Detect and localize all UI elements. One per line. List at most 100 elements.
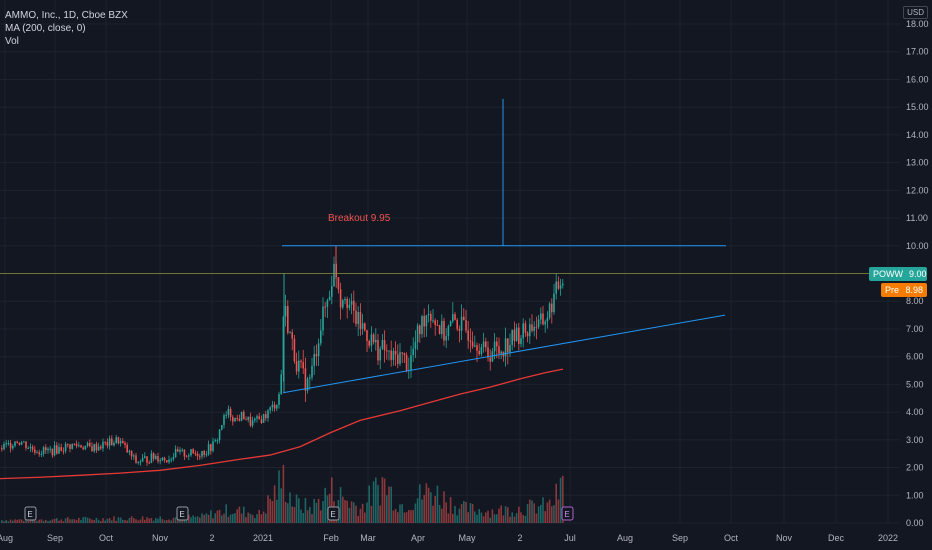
- volume-bar: [346, 500, 348, 523]
- candle-body: [82, 447, 84, 450]
- volume-bar: [496, 514, 498, 523]
- candle-body: [526, 332, 529, 337]
- volume-bar: [31, 519, 34, 523]
- volume-bar: [207, 514, 210, 523]
- volume-bar: [445, 502, 447, 523]
- volume-bar: [526, 504, 529, 523]
- volume-bar: [122, 519, 124, 523]
- volume-bar: [542, 497, 544, 523]
- candle-body: [522, 323, 524, 339]
- candle-body: [137, 461, 139, 463]
- volume-bar: [331, 477, 333, 523]
- candle-body: [280, 374, 282, 395]
- time-axis: Aug Sep Oct Nov 2 2021 Feb Mar Apr May 2 Jul Aug Sep O…: [0, 533, 898, 543]
- volume-bar: [425, 483, 428, 523]
- volume-bar: [271, 501, 274, 523]
- ma200-line: [0, 368, 564, 480]
- x-tick-label: Apr: [411, 533, 425, 543]
- volume-bar: [350, 501, 353, 523]
- volume-bar: [146, 517, 148, 523]
- volume-bar: [438, 504, 441, 523]
- legend-title: AMMO, Inc., 1D, Cboe BZX: [5, 10, 128, 21]
- x-tick-label: Dec: [828, 533, 845, 543]
- volume-bar: [150, 517, 153, 523]
- candle-body: [78, 445, 80, 447]
- y-tick-label: 1.00: [906, 490, 924, 500]
- volume-bar: [359, 508, 362, 523]
- volume-bar: [529, 499, 531, 523]
- candle-body: [124, 443, 126, 445]
- candle-body: [315, 354, 318, 357]
- candle-body: [113, 443, 115, 446]
- candle-body: [342, 300, 344, 308]
- candle-body: [485, 341, 487, 348]
- candle-body: [478, 350, 480, 355]
- candle-body: [515, 327, 518, 341]
- volume-bar: [326, 495, 329, 523]
- volume-bar: [256, 514, 258, 523]
- candle-body: [196, 453, 199, 457]
- volume-bar: [309, 507, 311, 523]
- candle-body: [401, 352, 403, 354]
- candle-body: [29, 446, 32, 449]
- volume-bars: [1, 464, 564, 523]
- y-tick-label: 11.00: [906, 213, 928, 223]
- candle-body: [97, 446, 100, 451]
- volume-bar: [104, 520, 106, 523]
- volume-bar: [489, 517, 491, 523]
- volume-bar: [412, 509, 414, 523]
- candle-body: [40, 453, 43, 455]
- candle-body: [509, 345, 511, 353]
- candle-body: [144, 456, 146, 458]
- volume-bar: [64, 518, 67, 523]
- volume-bar: [86, 517, 89, 523]
- candle-body: [256, 416, 258, 419]
- volume-bar: [458, 508, 461, 523]
- candle-body: [199, 456, 201, 458]
- candle-body: [403, 353, 406, 356]
- candle-body: [86, 442, 89, 446]
- volume-bar: [80, 519, 82, 523]
- volume-bar: [170, 520, 172, 523]
- candle-body: [397, 354, 399, 364]
- volume-bar: [229, 514, 232, 523]
- volume-bar: [60, 519, 62, 523]
- volume-bar: [518, 506, 520, 523]
- candle-body: [504, 338, 507, 357]
- volume-bar: [339, 487, 342, 523]
- candle-body: [524, 323, 527, 333]
- chart-legend: AMMO, Inc., 1D, Cboe BZX MA (200, close,…: [5, 9, 128, 48]
- volume-bar: [40, 519, 43, 523]
- volume-bar: [405, 512, 408, 523]
- support-trendline: [282, 314, 726, 394]
- volume-bar: [372, 481, 375, 523]
- volume-bar: [247, 512, 249, 523]
- candle-body: [489, 357, 491, 362]
- candle-body: [163, 457, 166, 461]
- x-tick-label: 2: [209, 533, 214, 543]
- candle-body: [507, 338, 509, 353]
- volume-bar: [100, 521, 102, 523]
- candle-body: [188, 455, 190, 457]
- candle-body: [535, 326, 538, 328]
- volume-bar: [498, 508, 500, 523]
- volume-bar: [447, 513, 450, 523]
- candle-body: [480, 347, 483, 355]
- x-tick-label: May: [458, 533, 476, 543]
- candle-body: [379, 348, 381, 361]
- candle-body: [245, 419, 247, 421]
- candle-body: [5, 443, 7, 445]
- candle-body: [150, 453, 153, 463]
- candle-body: [258, 416, 260, 420]
- candle-body: [34, 449, 36, 453]
- volume-bar: [478, 509, 480, 523]
- y-tick-label: 16.00: [906, 74, 929, 84]
- event-badge-label: E: [27, 510, 32, 519]
- candle-body: [247, 416, 249, 420]
- volume-bar: [115, 520, 117, 523]
- candle-body: [357, 312, 359, 325]
- candle-body: [361, 323, 364, 329]
- candle-body: [324, 306, 326, 308]
- candle-body: [249, 416, 252, 426]
